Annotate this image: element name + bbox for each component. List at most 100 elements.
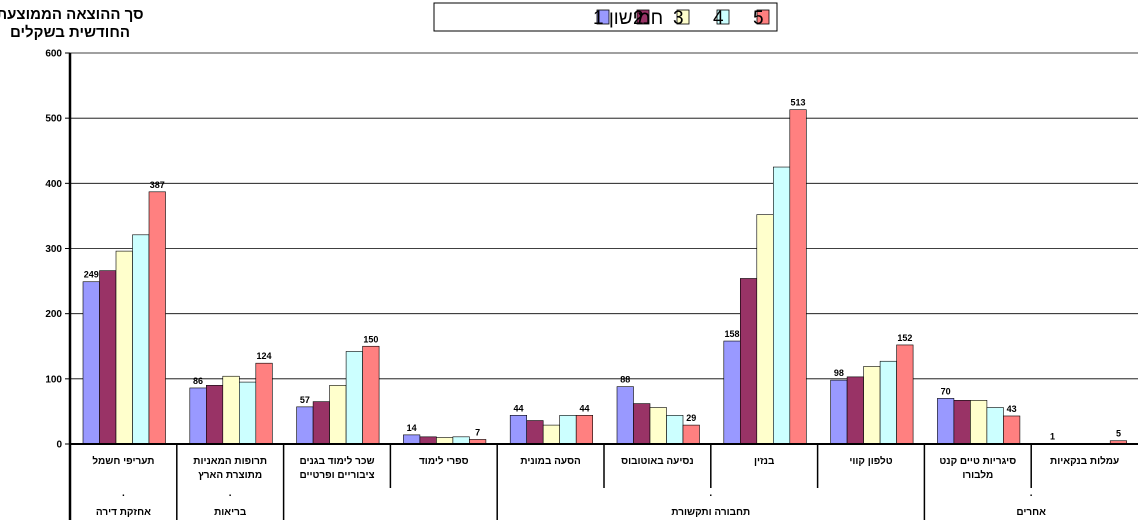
legend-entry: חמישון 1 bbox=[593, 8, 663, 29]
bar bbox=[772, 166, 791, 445]
y-axis-label-line: החודשית בשקלים bbox=[10, 24, 130, 41]
data-label: 44 bbox=[579, 403, 589, 413]
data-label: 7 bbox=[475, 427, 480, 437]
bar bbox=[542, 424, 561, 445]
bar bbox=[666, 415, 684, 445]
category-label: מתוצרת הארץ bbox=[198, 470, 262, 481]
bar bbox=[206, 385, 224, 445]
bar bbox=[682, 424, 700, 445]
data-label: 88 bbox=[620, 375, 630, 385]
bar bbox=[649, 407, 667, 445]
gridlines bbox=[70, 52, 1138, 380]
data-label: 98 bbox=[834, 368, 844, 378]
group-label: אחרים bbox=[1016, 507, 1046, 518]
category-labels: תעריפי חשמל תרופות המאניות מתוצרת הארץ שכר … bbox=[92, 455, 1119, 481]
group-label-dot: . bbox=[122, 488, 125, 499]
bar bbox=[559, 415, 577, 445]
bar bbox=[953, 400, 971, 445]
bar bbox=[312, 401, 330, 445]
bar bbox=[329, 385, 347, 445]
y-tick-label: 100 bbox=[45, 374, 62, 385]
legend-entry: 2 bbox=[633, 8, 644, 29]
bar bbox=[509, 415, 528, 445]
bar bbox=[345, 351, 363, 445]
bar bbox=[148, 191, 166, 445]
group-labels: . אחזקת דירה. בריאות. תחבורה ותקשורת. אחרים bbox=[96, 488, 1046, 518]
bar bbox=[115, 250, 133, 445]
bar bbox=[863, 366, 881, 445]
legend-entry: 5 bbox=[753, 8, 764, 29]
bar bbox=[575, 415, 594, 445]
category-label: תרופות המאניות bbox=[193, 456, 267, 467]
data-label: 14 bbox=[407, 423, 417, 433]
bar bbox=[1003, 415, 1021, 445]
y-tick-label: 0 bbox=[56, 440, 62, 451]
bar bbox=[739, 278, 758, 445]
y-tick-labels: 0 100 200 300 400 500 600 bbox=[45, 49, 70, 451]
category-label: מלבורו bbox=[962, 469, 993, 481]
group-label-dot: . bbox=[1030, 488, 1033, 499]
data-label: 29 bbox=[686, 413, 696, 423]
bar bbox=[189, 387, 207, 445]
data-label: 44 bbox=[513, 403, 523, 413]
category-label: עמלות בנקאיות bbox=[1050, 455, 1119, 467]
y-tick-label: 200 bbox=[45, 309, 62, 320]
y-tick-label: 500 bbox=[45, 114, 62, 125]
bar bbox=[879, 360, 897, 445]
data-label: 5 bbox=[1116, 429, 1121, 439]
category-label: ציבוריים ופרטיים bbox=[299, 470, 374, 481]
category-label: ספרי לימוד bbox=[419, 455, 469, 467]
bar bbox=[789, 109, 807, 445]
legend-swatch bbox=[756, 9, 770, 25]
category-label: סיגריות טיים קנט bbox=[939, 456, 1016, 467]
bar bbox=[99, 270, 117, 445]
bar bbox=[255, 362, 273, 445]
legend-entry: 4 bbox=[713, 8, 724, 29]
bar bbox=[723, 340, 741, 445]
y-tick-label: 400 bbox=[45, 179, 62, 190]
bar bbox=[403, 434, 421, 445]
bar bbox=[756, 214, 774, 445]
bar bbox=[616, 386, 634, 445]
bar bbox=[896, 344, 914, 445]
bar bbox=[986, 407, 1004, 445]
bar bbox=[633, 403, 651, 445]
data-label: 150 bbox=[363, 334, 378, 344]
data-label: 70 bbox=[941, 386, 951, 396]
data-label: 249 bbox=[84, 270, 99, 280]
data-label: 1 bbox=[1050, 431, 1055, 441]
data-label: 158 bbox=[725, 329, 740, 339]
bar bbox=[937, 398, 955, 445]
legend-swatch bbox=[676, 9, 690, 25]
data-label: 152 bbox=[897, 333, 912, 343]
bar bbox=[526, 420, 544, 445]
group-label-dot: . bbox=[709, 488, 712, 499]
axes bbox=[68, 53, 1138, 520]
bar bbox=[970, 400, 988, 445]
legend-swatch bbox=[716, 9, 730, 25]
y-tick-label: 300 bbox=[45, 244, 62, 255]
bar bbox=[419, 436, 437, 445]
category-label: תעריפי חשמל bbox=[92, 455, 154, 467]
data-labels: 249 387 86 124 57 150 14 7 44 44 88 29 158 513 98 152 70… bbox=[84, 98, 1121, 442]
bar bbox=[222, 375, 240, 445]
data-label: 43 bbox=[1007, 404, 1017, 414]
bar bbox=[452, 436, 470, 445]
y-axis-label-line: סך ההוצאה הממוצעת bbox=[0, 6, 144, 23]
y-tick-label: 600 bbox=[45, 49, 62, 60]
bar bbox=[846, 376, 864, 445]
legend-entry: 3 bbox=[673, 8, 684, 29]
legend-swatch bbox=[636, 9, 650, 25]
group-label: אחזקת דירה bbox=[96, 507, 151, 518]
category-label: נסיעה באוטובוס bbox=[621, 456, 694, 467]
bar bbox=[132, 234, 150, 445]
group-label: תחבורה ותקשורת bbox=[671, 507, 750, 518]
bar bbox=[239, 381, 257, 445]
category-label: הסעה במונית bbox=[520, 456, 580, 467]
data-label: 387 bbox=[150, 180, 165, 190]
data-label: 513 bbox=[791, 98, 806, 108]
bar bbox=[830, 379, 848, 445]
